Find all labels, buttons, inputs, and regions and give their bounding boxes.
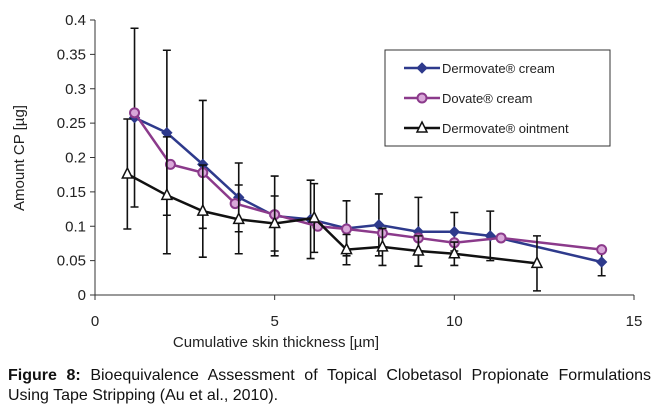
marker	[196, 203, 210, 216]
legend-marker	[416, 92, 428, 104]
series-line	[133, 116, 602, 264]
marker	[232, 211, 245, 225]
marker	[376, 239, 389, 252]
marker	[495, 232, 507, 244]
caption-label: Figure 8:	[8, 367, 81, 384]
legend-label: Dermovate® cream	[442, 61, 555, 76]
y-tick-label: 0.05	[57, 253, 86, 270]
marker	[595, 256, 608, 268]
x-tick-label: 5	[270, 313, 278, 330]
marker	[129, 107, 141, 119]
legend-label: Dovate® cream	[442, 91, 533, 106]
y-tick-label: 0.15	[57, 184, 86, 201]
series-line	[126, 172, 538, 265]
caption: Figure 8: Bioequivalence Assessment of T…	[8, 366, 651, 406]
marker	[160, 187, 174, 201]
marker	[229, 198, 241, 210]
marker	[596, 244, 608, 256]
legend-marker	[415, 120, 429, 133]
marker	[307, 210, 321, 223]
marker	[341, 223, 353, 235]
marker	[530, 255, 544, 269]
series-line	[133, 112, 602, 251]
legend-label: Dermovate® ointment	[442, 121, 569, 136]
marker	[412, 243, 425, 256]
x-tick-label: 0	[91, 313, 99, 330]
marker	[448, 226, 461, 238]
y-tick-label: 0.2	[65, 150, 86, 167]
legend-marker	[416, 62, 428, 74]
y-axis-title: Amount CP [µg]	[11, 105, 28, 211]
y-tick-label: 0.3	[65, 81, 86, 98]
y-tick-label: 0	[78, 287, 86, 304]
marker	[340, 241, 353, 255]
x-tick-label: 10	[446, 313, 463, 330]
y-tick-label: 0.1	[65, 218, 86, 235]
y-tick-label: 0.35	[57, 46, 86, 63]
marker	[268, 215, 281, 229]
marker	[448, 246, 461, 259]
caption-text: Bioequivalence Assessment of Topical Clo…	[8, 367, 652, 404]
y-tick-label: 0.25	[57, 115, 86, 132]
marker	[164, 158, 176, 170]
y-tick-label: 0.4	[65, 12, 86, 29]
x-tick-label: 15	[626, 313, 643, 330]
marker	[121, 166, 134, 179]
x-axis-title: Cumulative skin thickness [µm]	[173, 334, 379, 351]
chart: Cumulative skin thickness [µm] Amount CP…	[11, 12, 643, 351]
